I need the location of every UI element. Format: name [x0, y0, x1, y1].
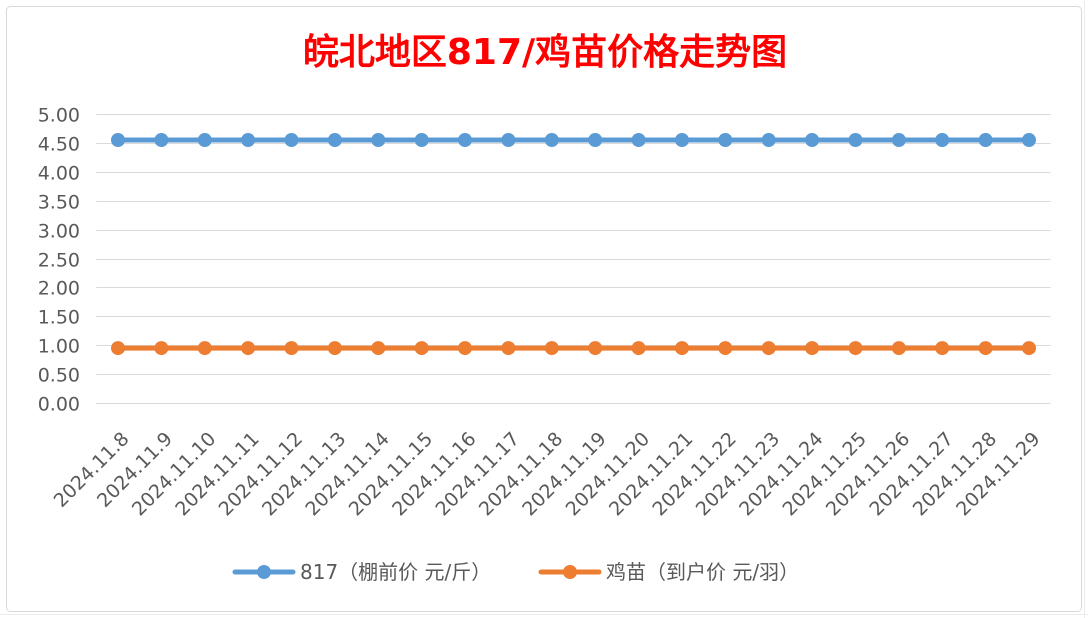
- series-1-point: [761, 133, 776, 147]
- series-1-point: [675, 133, 689, 147]
- legend-item-2: 鸡苗（到户价 元/羽）: [538, 560, 799, 584]
- series-2-point: [544, 341, 559, 356]
- series-2-point: [154, 341, 169, 356]
- series-1: [111, 133, 1036, 147]
- series-1-point: [1022, 133, 1036, 147]
- legend-item-1: 817（棚前价 元/斤）: [232, 560, 491, 584]
- series-2-point: [1022, 341, 1036, 356]
- series-1-point: [544, 133, 559, 147]
- series-1-point: [241, 133, 256, 147]
- series-2-point: [848, 341, 863, 356]
- y-tick-label: 0.50: [38, 365, 80, 387]
- series-1-point: [111, 133, 125, 147]
- series-2-point: [458, 341, 472, 356]
- series-1-point: [327, 133, 342, 147]
- series-1-point: [848, 133, 863, 147]
- series-1-point: [197, 133, 212, 147]
- series-2-point: [197, 341, 212, 356]
- series-1-point: [978, 133, 993, 147]
- series-2-point: [675, 341, 689, 356]
- y-tick-label: 2.50: [38, 250, 80, 272]
- series-2-point: [414, 341, 429, 356]
- y-tick-label: 1.50: [38, 307, 80, 329]
- y-tick-label: 0.00: [38, 394, 80, 416]
- series-1-point: [588, 133, 603, 147]
- series-2-point: [631, 341, 646, 356]
- y-tick-label: 4.50: [38, 134, 80, 156]
- series-2-point: [371, 341, 386, 356]
- legend-marker: [257, 565, 271, 579]
- x-axis-tick-labels: 2024.11.82024.11.92024.11.102024.11.1120…: [50, 428, 1045, 520]
- series-1-point: [371, 133, 386, 147]
- series-1-point: [154, 133, 169, 147]
- y-tick-label: 4.00: [38, 163, 80, 185]
- series-2: [111, 341, 1036, 356]
- y-tick-label: 3.50: [38, 192, 80, 214]
- series-2-point: [935, 341, 950, 356]
- legend: 817（棚前价 元/斤） 鸡苗（到户价 元/羽）: [232, 560, 799, 584]
- series-2-point: [805, 341, 820, 356]
- y-tick-label: 3.00: [38, 221, 80, 243]
- series-2-point: [241, 341, 256, 356]
- chart-title: 皖北地区817/鸡苗价格走势图: [303, 32, 787, 73]
- series-2-point: [891, 341, 906, 356]
- gridlines: [96, 114, 1051, 404]
- y-tick-label: 1.00: [38, 336, 80, 358]
- series-2-point: [978, 341, 993, 356]
- series-1-point: [414, 133, 429, 147]
- series-2-point: [327, 341, 342, 356]
- series-1-point: [805, 133, 820, 147]
- series-1-point: [284, 133, 299, 147]
- y-tick-label: 2.00: [38, 278, 80, 300]
- legend-marker: [563, 565, 577, 579]
- series-1-point: [935, 133, 950, 147]
- series-2-point: [588, 341, 603, 356]
- series-2-point: [761, 341, 776, 356]
- series-1-point: [891, 133, 906, 147]
- y-axis-tick-labels: 0.00 0.50 1.00 1.50 2.00 2.50 3.00 3.50 4.00 4.50…: [38, 105, 80, 416]
- chart-area-frame: [6, 6, 1082, 612]
- legend-label: 817（棚前价 元/斤）: [300, 560, 491, 584]
- series-1-point: [458, 133, 472, 147]
- series-2-point: [718, 341, 733, 356]
- series-2-point: [501, 341, 516, 356]
- series-2-point: [111, 341, 125, 356]
- y-tick-label: 5.00: [38, 105, 80, 127]
- series-2-point: [284, 341, 299, 356]
- series-1-point: [631, 133, 646, 147]
- legend-label: 鸡苗（到户价 元/羽）: [606, 560, 799, 584]
- series-1-point: [501, 133, 516, 147]
- series-1-point: [718, 133, 733, 147]
- series-group: [111, 133, 1036, 356]
